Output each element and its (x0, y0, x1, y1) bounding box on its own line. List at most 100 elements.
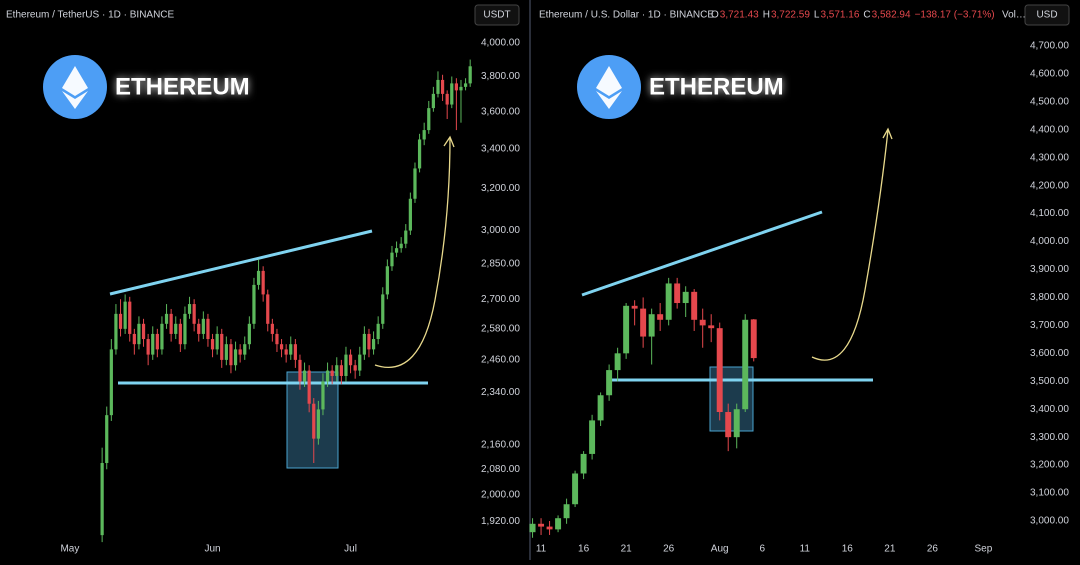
candle-body (261, 270, 265, 295)
y-tick-label: 3,000.00 (481, 225, 520, 236)
x-tick-label: Jul (344, 544, 357, 555)
candle-body (454, 83, 458, 91)
candle-body (123, 301, 127, 329)
ohlc-label: H (763, 10, 770, 21)
y-tick-label: 3,000.00 (1030, 516, 1069, 527)
candle-body (164, 313, 169, 324)
candle-body (210, 339, 215, 350)
candle-body (468, 66, 472, 84)
y-tick-label: 2,000.00 (481, 489, 520, 500)
x-tick-label: Sep (975, 544, 993, 555)
candle-body (201, 318, 205, 334)
candle-body (339, 365, 343, 376)
chart-title: Ethereum / TetherUS · 1D · BINANCE (6, 10, 175, 21)
candle-body (183, 313, 187, 345)
candle-body (109, 349, 113, 416)
candle-body (750, 319, 757, 359)
y-tick-label: 4,200.00 (1030, 180, 1069, 191)
brand: ETHEREUM (649, 73, 784, 100)
candle-body (229, 344, 233, 366)
candle-body (665, 283, 672, 320)
candle-body (440, 79, 445, 94)
candle-body (353, 365, 357, 371)
currency[interactable]: USDT (483, 10, 510, 21)
candle-body (657, 314, 664, 320)
y-tick-label: 3,800.00 (481, 71, 520, 82)
candle-body (413, 168, 417, 199)
y-tick-label: 4,400.00 (1030, 124, 1069, 135)
candle-body (417, 139, 422, 169)
candle-body (597, 395, 604, 421)
candle-body (376, 323, 380, 340)
candle-body (459, 86, 463, 91)
x-tick-label: Aug (711, 544, 729, 555)
candle-body (335, 365, 339, 376)
currency[interactable]: USD (1036, 10, 1057, 21)
ohlc-value: 3,721.43 (720, 10, 759, 21)
candle-body (298, 359, 302, 382)
candle-body (674, 283, 681, 304)
y-tick-label: 3,700.00 (1030, 320, 1069, 331)
candle-body (399, 243, 403, 249)
candle-body (215, 333, 219, 350)
candle-body (631, 305, 638, 309)
y-tick-label: 4,100.00 (1030, 208, 1069, 219)
ohlc-label: L (814, 10, 820, 21)
currency-button[interactable] (474, 4, 520, 26)
candle-body (233, 349, 238, 366)
trendline (581, 210, 823, 297)
candle-body (408, 198, 412, 231)
candle-body (174, 323, 178, 334)
y-tick-label: 2,850.00 (481, 259, 520, 270)
ohlc: O 3,721.43 H 3,722.59 L 3,571.16 C 3,582.94 −138… (711, 10, 995, 21)
x-tick-label: 11 (800, 544, 811, 555)
x-tick-label: 16 (578, 544, 590, 555)
arrow (811, 129, 889, 361)
ohlc-value: 3,571.16 (820, 10, 859, 21)
candle-body (114, 313, 118, 350)
y-tick-label: 4,300.00 (1030, 152, 1069, 163)
candle-body (197, 323, 201, 334)
candle-body (463, 83, 468, 87)
candle-body (155, 333, 159, 350)
arrow-head (882, 127, 893, 140)
candle-body (614, 353, 621, 371)
candle-body (137, 323, 141, 345)
candle-body (132, 333, 136, 345)
x-tick-label: 21 (884, 544, 896, 555)
candle-body (682, 291, 689, 304)
candle-body (330, 370, 334, 376)
x-tick-label: 26 (927, 544, 939, 555)
candle-body (146, 339, 150, 355)
candle-body (118, 313, 123, 329)
candle-body (546, 526, 553, 530)
x-tick-label: 11 (536, 544, 547, 555)
chart-title: Ethereum / U.S. Dollar · 1D · BINANCE (539, 10, 714, 21)
candle-body (160, 323, 164, 350)
candle-body (279, 344, 284, 350)
y-tick-label: 3,900.00 (1030, 264, 1069, 275)
candle-body (266, 294, 270, 324)
candle-body (284, 349, 288, 355)
candle-body (312, 403, 316, 439)
candle-body (247, 323, 251, 345)
candle-body (220, 333, 224, 360)
candle-body (325, 370, 330, 382)
ohlc-label: C (863, 10, 870, 21)
eth-icon (62, 66, 88, 109)
candle-body (445, 93, 449, 105)
y-tick-label: 3,300.00 (1030, 432, 1069, 443)
x-tick-label: 26 (663, 544, 675, 555)
candle-body (348, 354, 353, 366)
candle-body (623, 305, 630, 354)
y-tick-label: 3,800.00 (1030, 292, 1069, 303)
y-tick-label: 4,500.00 (1030, 96, 1069, 107)
candle-body (742, 319, 749, 410)
y-tick-label: 2,080.00 (481, 464, 520, 475)
currency-button[interactable] (1024, 4, 1070, 26)
candle-body (307, 370, 311, 404)
volume-label: Vol… (1002, 10, 1026, 21)
candle-body (640, 308, 647, 337)
